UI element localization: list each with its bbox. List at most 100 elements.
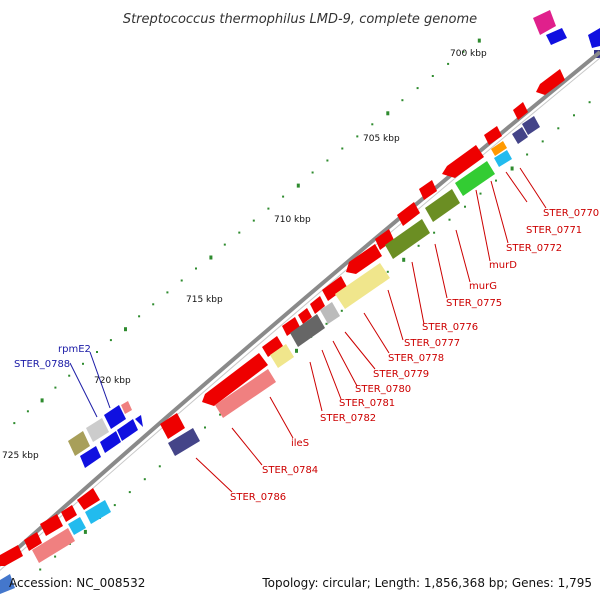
minor-tick bbox=[204, 426, 206, 429]
gene-grey-light[interactable] bbox=[320, 302, 340, 324]
minor-tick bbox=[26, 410, 29, 413]
gene-label[interactable]: STER_0775 bbox=[446, 298, 502, 309]
gene-murD[interactable] bbox=[425, 189, 460, 222]
minor-tick bbox=[113, 504, 116, 507]
tick-label-720: 720 kbp bbox=[94, 376, 131, 386]
gene-outer-15[interactable] bbox=[77, 488, 100, 510]
minor-tick bbox=[143, 478, 146, 481]
feature-blue-edge[interactable] bbox=[588, 28, 600, 48]
gene-navy-1[interactable] bbox=[522, 116, 540, 135]
minor-tick bbox=[138, 315, 141, 318]
gene-label[interactable]: STER_0786 bbox=[230, 492, 286, 503]
gene-blue-corner[interactable] bbox=[0, 574, 15, 594]
gene-outer-11[interactable] bbox=[298, 308, 312, 324]
gene-yellow[interactable] bbox=[335, 263, 390, 309]
gene-outer-1[interactable] bbox=[536, 69, 565, 95]
gene-label[interactable]: STER_0771 bbox=[526, 225, 582, 236]
gene-outer-19[interactable] bbox=[0, 545, 23, 566]
gene-outer-14[interactable] bbox=[160, 413, 185, 439]
gene-ileS-outer[interactable] bbox=[202, 353, 268, 406]
gene-ileS[interactable] bbox=[215, 369, 276, 418]
gene-label[interactable]: STER_0770 bbox=[543, 208, 599, 219]
minor-tick bbox=[356, 135, 359, 138]
minor-tick bbox=[541, 140, 544, 143]
gene-label[interactable]: STER_0778 bbox=[388, 353, 444, 364]
gene-outer-10[interactable] bbox=[310, 296, 325, 314]
gene-label[interactable]: STER_0780 bbox=[355, 384, 411, 395]
left-feature-cluster bbox=[68, 401, 143, 468]
gene-orange[interactable] bbox=[491, 141, 507, 156]
gene-cyan[interactable] bbox=[494, 150, 512, 167]
gene-outer-6[interactable] bbox=[397, 202, 420, 226]
gene-grey-dark[interactable] bbox=[290, 314, 325, 347]
minor-tick bbox=[447, 62, 450, 65]
gene-label[interactable]: STER_0772 bbox=[506, 243, 562, 254]
tick-dots bbox=[13, 38, 591, 571]
gene-label[interactable]: STER_0784 bbox=[262, 465, 318, 476]
gene-outer-17[interactable] bbox=[40, 514, 63, 536]
minor-tick bbox=[401, 99, 404, 102]
minor-tick bbox=[341, 147, 344, 150]
gene-outer-7[interactable] bbox=[375, 229, 394, 250]
gene-outer-5[interactable] bbox=[419, 180, 437, 200]
gene-yellow-small[interactable] bbox=[270, 344, 294, 368]
gene-label[interactable]: STER_0779 bbox=[373, 369, 429, 380]
gene-pink-lower[interactable] bbox=[32, 528, 75, 563]
minor-tick bbox=[82, 362, 84, 365]
gene-cyan-lower-2[interactable] bbox=[68, 517, 86, 535]
gene-olive-left[interactable] bbox=[68, 431, 90, 456]
gene-label[interactable]: STER_0781 bbox=[339, 398, 395, 409]
minor-tick bbox=[223, 243, 226, 246]
minor-tick bbox=[495, 179, 497, 182]
minor-tick bbox=[166, 291, 169, 294]
minor-tick bbox=[13, 422, 16, 425]
gene-outer-18[interactable] bbox=[24, 532, 42, 551]
gene-outer-13[interactable] bbox=[262, 336, 283, 357]
gene-outer-3[interactable] bbox=[484, 126, 502, 145]
leader-lines-blue bbox=[69, 351, 111, 418]
gene-label[interactable]: murD bbox=[489, 260, 517, 271]
gene-green[interactable] bbox=[455, 161, 495, 196]
gene-outer-9[interactable] bbox=[322, 276, 347, 301]
gene-blue-left-2[interactable] bbox=[135, 415, 143, 427]
major-tick bbox=[40, 398, 44, 403]
minor-tick bbox=[219, 413, 222, 416]
gene-label[interactable]: murG bbox=[469, 281, 497, 292]
gene-outer-16[interactable] bbox=[61, 505, 77, 522]
tick-label-715: 715 kbp bbox=[186, 295, 223, 305]
gene-label[interactable]: STER_0776 bbox=[422, 322, 478, 333]
minor-tick bbox=[311, 171, 314, 174]
gene-STER-0784[interactable] bbox=[168, 428, 200, 456]
major-tick bbox=[510, 166, 514, 171]
gene-outer-8[interactable] bbox=[346, 244, 382, 274]
gene-blue-left-1[interactable] bbox=[117, 419, 138, 441]
gene-STER-0788[interactable] bbox=[86, 418, 109, 442]
gene-murG[interactable] bbox=[385, 219, 430, 259]
gene-label[interactable]: STER_0782 bbox=[320, 413, 376, 424]
gene-outer-2[interactable] bbox=[513, 102, 528, 120]
gene-rpmE2[interactable] bbox=[104, 405, 126, 429]
feature-blue-top[interactable] bbox=[546, 28, 567, 45]
gene-navy-2[interactable] bbox=[512, 127, 528, 144]
major-tick bbox=[209, 255, 213, 260]
minor-tick bbox=[386, 270, 389, 273]
minor-tick bbox=[326, 159, 329, 162]
gene-label[interactable]: ileS bbox=[291, 438, 309, 449]
gene-pink-small[interactable] bbox=[121, 401, 132, 414]
minor-tick bbox=[448, 218, 451, 221]
gene-label[interactable]: STER_0777 bbox=[404, 338, 460, 349]
gene-labels-right: STER_0770 STER_0771 STER_0772 murD murG … bbox=[230, 208, 599, 503]
gene-outer-12[interactable] bbox=[282, 317, 300, 336]
minor-tick bbox=[54, 386, 57, 389]
gene-blue-left-4[interactable] bbox=[80, 446, 101, 468]
gene-label[interactable]: STER_0788 bbox=[14, 359, 70, 370]
gene-outer-4[interactable] bbox=[442, 145, 484, 178]
gene-blue-left-3[interactable] bbox=[100, 431, 121, 453]
gene-cyan-lower-1[interactable] bbox=[85, 500, 111, 524]
feature-magenta[interactable] bbox=[533, 10, 556, 35]
minor-tick bbox=[195, 267, 197, 270]
gene-label[interactable]: rpmE2 bbox=[58, 344, 91, 355]
major-tick bbox=[477, 38, 481, 43]
minor-tick bbox=[479, 192, 482, 195]
minor-tick bbox=[588, 101, 591, 104]
